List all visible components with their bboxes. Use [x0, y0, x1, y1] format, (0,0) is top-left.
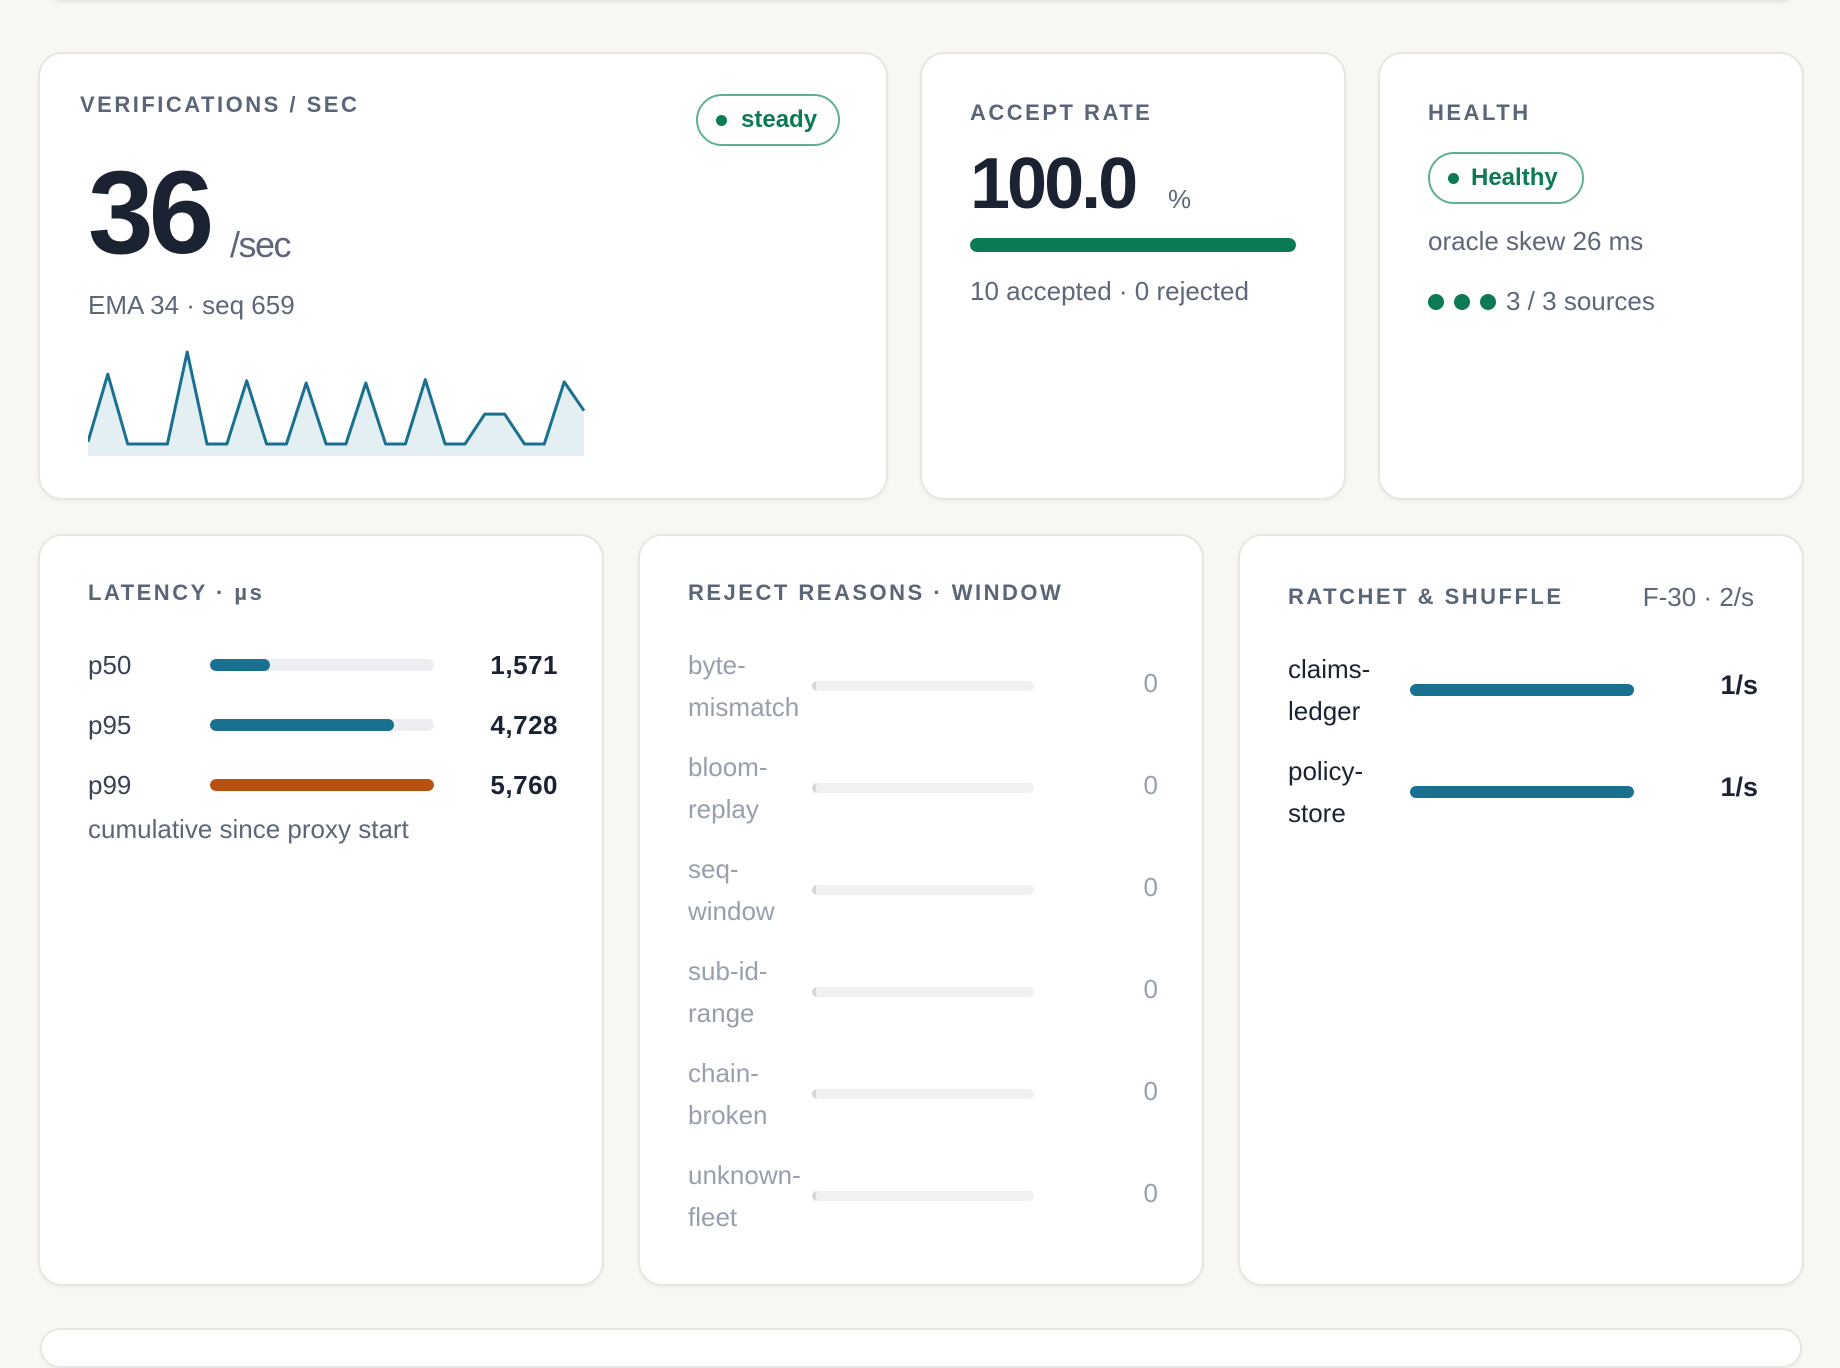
- latency-label: p50: [88, 650, 132, 680]
- accept-rate-progress-track: [970, 238, 1296, 252]
- reject-reasons-title: REJECT REASONS · WINDOW: [688, 580, 1064, 605]
- ratchet-title: RATCHET & SHUFFLE: [1288, 584, 1564, 609]
- latency-bar-track: [210, 779, 434, 791]
- health-status-label: Healthy: [1471, 164, 1558, 191]
- ratchet-value: 1/s: [1720, 670, 1758, 700]
- latency-value: 4,728: [490, 710, 558, 740]
- reject-label: chain-broken: [688, 1058, 768, 1130]
- reject-value: 0: [1143, 770, 1158, 800]
- health-sources: 3 / 3 sources: [1428, 286, 1655, 317]
- reject-row-unknown-fleet: unknown-fleet 0: [688, 1154, 1158, 1244]
- reject-value: 0: [1143, 974, 1158, 1004]
- reject-bar-track: [812, 783, 1034, 793]
- health-sources-label: 3 / 3 sources: [1506, 286, 1655, 316]
- reject-row-sub-id-range: sub-id-range 0: [688, 950, 1158, 1040]
- latency-bar-track: [210, 659, 434, 671]
- reject-bar-track: [812, 681, 1034, 691]
- verifications-title: VERIFICATIONS / SEC: [80, 92, 360, 117]
- ratchet-meta: F-30 · 2/s: [1642, 582, 1754, 612]
- reject-label: sub-id-range: [688, 956, 768, 1028]
- accept-rate-value: 100.0: [970, 144, 1138, 224]
- ratchet-shuffle-card: RATCHET & SHUFFLE F-30 · 2/s claims-ledg…: [1238, 534, 1804, 1286]
- latency-card: LATENCY · µs p50 1,571 p95 4,728 p99 5,7…: [38, 534, 604, 1286]
- ratchet-row-claims-ledger: claims-ledger 1/s: [1288, 648, 1758, 738]
- latency-bar-track: [210, 719, 434, 731]
- reject-bar-track: [812, 1191, 1034, 1201]
- accept-rate-card: ACCEPT RATE 100.0 % 10 accepted · 0 reje…: [920, 52, 1346, 500]
- health-title: HEALTH: [1428, 100, 1531, 125]
- verifications-value: 36: [88, 147, 214, 279]
- source-ok-icon: [1480, 293, 1496, 310]
- latency-bar-fill: [210, 659, 271, 671]
- reject-value: 0: [1143, 1178, 1158, 1208]
- accept-rate-subline: 10 accepted · 0 rejected: [970, 276, 1249, 306]
- verifications-unit: /sec: [230, 224, 292, 265]
- health-dot-icon: [1448, 172, 1459, 184]
- top-card-edge: [40, 0, 1802, 2]
- ratchet-label: policy-store: [1288, 756, 1364, 828]
- status-badge-healthy: Healthy: [1428, 152, 1584, 204]
- reject-row-chain-broken: chain-broken 0: [688, 1052, 1158, 1142]
- reject-bar-track: [812, 1089, 1034, 1099]
- health-card: HEALTH Healthy oracle skew 26 ms 3 / 3 s…: [1378, 52, 1804, 500]
- reject-bar-track: [812, 885, 1034, 895]
- latency-label: p95: [88, 710, 132, 740]
- accept-rate-progress-fill: [970, 238, 1296, 252]
- latency-row-p95: p95 4,728: [88, 706, 558, 746]
- status-badge-steady: steady: [696, 94, 840, 146]
- verifications-subline: EMA 34 · seq 659: [88, 290, 295, 320]
- latency-label: p99: [88, 770, 132, 800]
- status-dot-icon: [716, 114, 727, 126]
- sparkline-line: [88, 350, 586, 446]
- latency-row-p50: p50 1,571: [88, 646, 558, 686]
- ratchet-bar: [1410, 684, 1634, 696]
- reject-label: seq-window: [688, 854, 775, 926]
- accept-rate-unit: %: [1168, 184, 1192, 214]
- ratchet-bar: [1410, 786, 1634, 798]
- ratchet-label: claims-ledger: [1288, 654, 1371, 726]
- ratchet-row-policy-store: policy-store 1/s: [1288, 750, 1758, 840]
- ratchet-value: 1/s: [1720, 772, 1758, 802]
- reject-label: byte-mismatch: [688, 650, 800, 722]
- reject-value: 0: [1143, 872, 1158, 902]
- status-badge-label: steady: [741, 106, 818, 133]
- latency-value: 1,571: [490, 650, 558, 680]
- reject-label: unknown-fleet: [688, 1160, 801, 1232]
- reject-row-byte-mismatch: byte-mismatch 0: [688, 644, 1158, 734]
- source-ok-icon: [1454, 293, 1470, 310]
- reject-label: bloom-replay: [688, 752, 768, 824]
- sparkline-area: [88, 352, 584, 456]
- reject-value: 0: [1143, 1076, 1158, 1106]
- latency-note: cumulative since proxy start: [88, 814, 409, 844]
- latency-title: LATENCY · µs: [88, 580, 265, 605]
- verifications-sparkline: [88, 350, 586, 456]
- accept-rate-title: ACCEPT RATE: [970, 100, 1153, 125]
- latency-bar-fill: [210, 719, 394, 731]
- reject-value: 0: [1143, 668, 1158, 698]
- latency-bar-fill: [210, 779, 434, 791]
- source-ok-icon: [1428, 293, 1444, 310]
- reject-row-seq-window: seq-window 0: [688, 848, 1158, 938]
- latency-row-p99: p99 5,760: [88, 766, 558, 806]
- reject-row-bloom-replay: bloom-replay 0: [688, 746, 1158, 836]
- reject-reasons-card: REJECT REASONS · WINDOW byte-mismatch 0 …: [638, 534, 1204, 1286]
- bottom-card-edge: [40, 1328, 1802, 1368]
- health-skew: oracle skew 26 ms: [1428, 226, 1644, 256]
- verifications-card: VERIFICATIONS / SEC steady 36 /sec EMA 3…: [38, 52, 888, 500]
- reject-bar-track: [812, 987, 1034, 997]
- latency-value: 5,760: [490, 770, 558, 800]
